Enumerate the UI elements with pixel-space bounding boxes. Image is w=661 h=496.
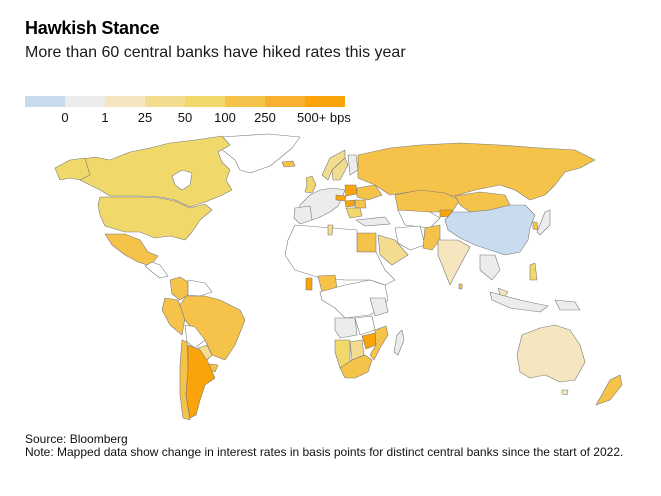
world-map bbox=[0, 128, 661, 428]
region-iran bbox=[394, 225, 426, 251]
region-angola bbox=[334, 317, 358, 339]
region-china bbox=[444, 204, 536, 256]
region-new-zealand bbox=[595, 374, 623, 406]
region-botswana bbox=[349, 339, 365, 361]
region-ukraine bbox=[356, 184, 383, 201]
region-mexico bbox=[104, 233, 159, 267]
legend-tick: 100 bbox=[214, 110, 236, 125]
region-sri-lanka bbox=[458, 283, 463, 290]
region-mozambique bbox=[369, 325, 389, 361]
region-russia bbox=[357, 142, 596, 201]
region-turkey bbox=[355, 216, 391, 227]
legend-swatch bbox=[65, 96, 105, 107]
region-united-kingdom bbox=[304, 175, 317, 194]
methodology-note: Note: Mapped data show change in interes… bbox=[25, 445, 624, 459]
region-zimbabwe bbox=[361, 332, 377, 350]
region-tasmania bbox=[561, 389, 569, 396]
legend-tick: 50 bbox=[177, 110, 193, 125]
region-australia bbox=[516, 324, 586, 383]
legend-swatch bbox=[265, 96, 305, 107]
legend-swatch bbox=[185, 96, 225, 107]
region-indonesia bbox=[489, 291, 549, 313]
region-greenland bbox=[214, 133, 301, 174]
region-pakistan bbox=[422, 224, 441, 251]
chart-footer: Source: Bloomberg Note: Mapped data show… bbox=[25, 433, 635, 459]
region-png bbox=[554, 299, 581, 311]
chart-title: Hawkish Stance bbox=[25, 18, 160, 38]
region-alaska bbox=[54, 157, 91, 181]
region-egypt bbox=[356, 232, 377, 253]
region-ghana bbox=[305, 277, 313, 291]
region-balkans bbox=[345, 207, 363, 219]
legend-tick: 25 bbox=[137, 110, 153, 125]
region-peru bbox=[161, 297, 186, 336]
region-iceland bbox=[281, 160, 296, 168]
region-poland bbox=[344, 184, 358, 197]
region-tunisia bbox=[327, 224, 334, 236]
region-czech-republic bbox=[335, 194, 347, 202]
region-se-asia bbox=[479, 254, 501, 281]
region-east-africa bbox=[369, 297, 389, 317]
legend-tick: 500+ bps bbox=[297, 110, 351, 125]
region-north-africa bbox=[284, 224, 396, 286]
source-note: Source: Bloomberg bbox=[25, 432, 128, 446]
region-united-states bbox=[97, 196, 213, 241]
region-bolivia bbox=[184, 324, 206, 349]
region-iberia bbox=[293, 205, 313, 225]
legend-labels: 0 1 25 50 100 250 500+ bps bbox=[25, 110, 350, 128]
region-madagascar bbox=[393, 329, 405, 356]
region-central-america bbox=[144, 261, 169, 279]
region-india bbox=[437, 239, 471, 286]
legend-tick: 250 bbox=[254, 110, 276, 125]
region-zambia bbox=[354, 315, 376, 336]
region-finland bbox=[347, 154, 359, 176]
region-canada bbox=[57, 135, 233, 208]
legend-swatch bbox=[25, 96, 65, 107]
region-romania bbox=[354, 199, 367, 209]
region-venezuela bbox=[187, 279, 213, 297]
region-chile bbox=[179, 339, 191, 421]
legend-tick: 1 bbox=[101, 110, 109, 125]
region-saudi-arabia bbox=[377, 234, 409, 266]
region-argentina bbox=[185, 344, 216, 419]
legend-swatch bbox=[105, 96, 145, 107]
legend-color-bar bbox=[25, 96, 345, 107]
chart-subtitle: More than 60 central banks have hiked ra… bbox=[25, 44, 406, 61]
legend-swatch bbox=[305, 96, 345, 107]
region-south-korea bbox=[532, 221, 539, 231]
legend-swatch bbox=[145, 96, 185, 107]
region-brazil bbox=[179, 295, 246, 361]
region-japan bbox=[536, 209, 551, 236]
legend-swatch bbox=[225, 96, 265, 107]
region-hudson-bay bbox=[171, 169, 193, 191]
legend-tick: 0 bbox=[61, 110, 69, 125]
region-central-asia bbox=[397, 209, 441, 229]
region-hungary bbox=[344, 199, 356, 208]
region-philippines bbox=[529, 262, 538, 281]
region-south-africa bbox=[339, 354, 373, 379]
color-legend: 0 1 25 50 100 250 500+ bps bbox=[25, 96, 351, 128]
region-sweden bbox=[331, 157, 349, 181]
